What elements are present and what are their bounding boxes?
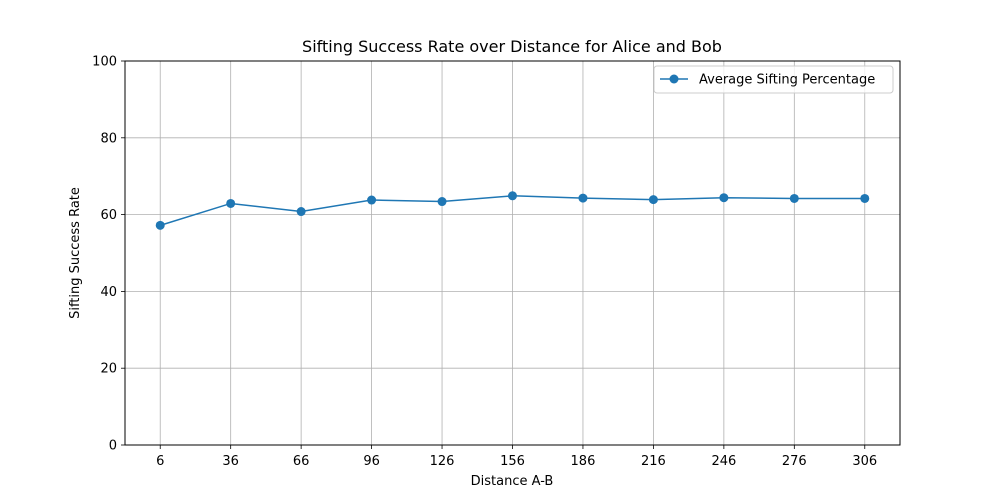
data-point xyxy=(155,220,165,230)
y-tick-label: 40 xyxy=(100,285,117,300)
y-tick-label: 80 xyxy=(100,131,117,146)
x-tick-label: 156 xyxy=(500,454,525,469)
grid-lines xyxy=(125,60,900,446)
y-tick-label: 0 xyxy=(109,439,117,454)
x-tick-label: 96 xyxy=(363,454,380,469)
y-tick-label: 60 xyxy=(100,208,117,223)
data-point xyxy=(860,193,870,203)
x-axis-label: Distance A-B xyxy=(471,474,554,489)
data-point xyxy=(789,193,799,203)
y-tick-label: 20 xyxy=(100,362,117,377)
tick-layer: 6 36 66 96 126 156 186 216 246 276 306 0 20 40 60 80 100 xyxy=(92,55,877,470)
data-point xyxy=(367,195,377,205)
legend-box xyxy=(653,65,894,94)
data-point xyxy=(719,193,729,203)
x-tick-label: 66 xyxy=(293,454,310,469)
x-tick-label: 186 xyxy=(571,454,596,469)
x-tick-label: 36 xyxy=(222,454,239,469)
y-axis-label: Sifting Success Rate xyxy=(68,187,83,319)
data-point xyxy=(437,197,447,207)
data-point xyxy=(578,193,588,203)
data-point xyxy=(296,207,306,217)
x-tick-label: 6 xyxy=(156,454,164,469)
x-tick-label: 246 xyxy=(711,454,736,469)
legend-label: Average Sifting Percentage xyxy=(699,73,875,88)
x-tick-label: 216 xyxy=(641,454,666,469)
x-tick-label: 276 xyxy=(782,454,807,469)
legend-marker-swatch xyxy=(669,74,679,84)
data-point xyxy=(648,195,658,205)
data-point xyxy=(226,198,236,208)
legend: Average Sifting Percentage xyxy=(653,65,894,94)
data-point xyxy=(508,191,517,201)
chart-title: Sifting Success Rate over Distance for A… xyxy=(302,37,722,56)
x-tick-label: 306 xyxy=(852,454,877,469)
series-layer xyxy=(155,191,870,230)
y-tick-label: 100 xyxy=(92,55,117,70)
x-tick-label: 126 xyxy=(430,454,455,469)
